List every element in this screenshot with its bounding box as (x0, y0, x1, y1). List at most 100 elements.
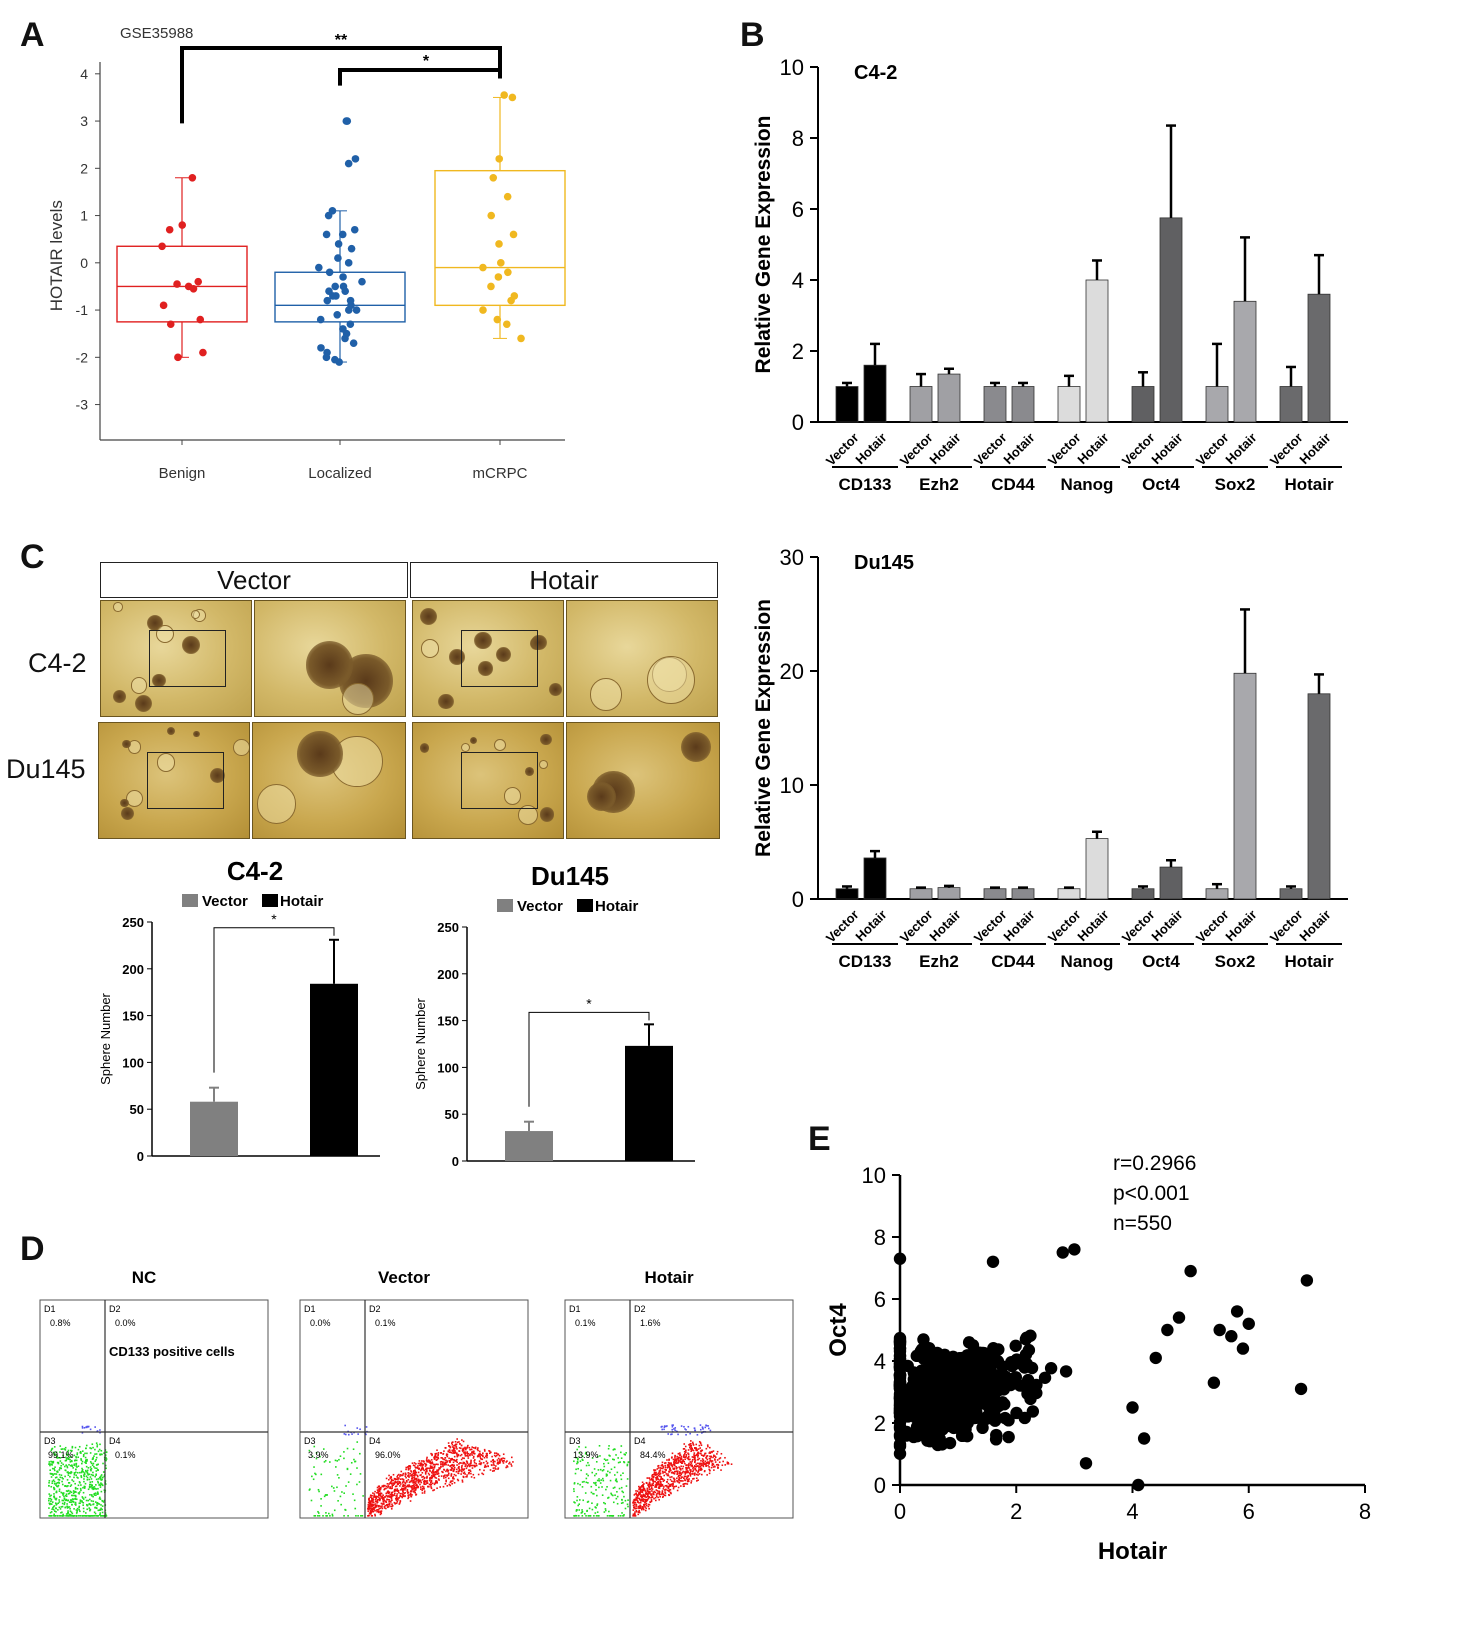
dot-green (53, 1515, 55, 1517)
dot-green (75, 1495, 77, 1498)
dot-red (694, 1454, 697, 1457)
dot-green (89, 1452, 92, 1454)
data-point (489, 173, 498, 182)
dot-red (667, 1487, 670, 1489)
dot-red (433, 1474, 436, 1476)
bar-category-label: Vector (897, 907, 936, 946)
dot-green (92, 1462, 95, 1465)
dot-red (388, 1474, 390, 1477)
dot-red (462, 1448, 465, 1450)
dot-red (368, 1514, 370, 1517)
dot-red (683, 1475, 686, 1478)
dot-red (404, 1495, 406, 1498)
dot-red (465, 1464, 467, 1466)
dot-green (77, 1484, 80, 1487)
dot-red (453, 1446, 455, 1449)
dot-green (329, 1515, 331, 1517)
dot-green (612, 1449, 615, 1451)
dot-red (661, 1470, 664, 1473)
dot-red (677, 1486, 680, 1489)
dot-red (434, 1464, 436, 1466)
dot-green (81, 1470, 83, 1473)
dot-green (353, 1458, 355, 1461)
dot-red (415, 1486, 418, 1489)
dot-green (612, 1458, 614, 1461)
dot-red (480, 1458, 483, 1460)
dot-red (491, 1455, 493, 1458)
dot-red (676, 1479, 678, 1482)
dot-red (680, 1465, 682, 1468)
dot-green (49, 1497, 52, 1500)
dot-red (684, 1475, 687, 1478)
dot-red (421, 1465, 424, 1467)
dot-green (313, 1445, 316, 1448)
dot-green (53, 1505, 56, 1507)
dot-red (668, 1490, 670, 1493)
dot-red (452, 1476, 455, 1478)
dot-green (603, 1465, 606, 1468)
dot-red (371, 1494, 373, 1497)
dot-green (61, 1480, 63, 1483)
dot-red (369, 1509, 372, 1512)
dot-red (464, 1462, 466, 1465)
x-tick-label-e: 6 (1243, 1499, 1255, 1524)
dot-red (508, 1462, 510, 1465)
dot-red (653, 1497, 655, 1500)
dot-green (587, 1482, 589, 1484)
x-tick-label-e: 8 (1359, 1499, 1371, 1524)
dot-green (67, 1453, 70, 1456)
dot-green (66, 1466, 69, 1469)
dot-red (443, 1469, 446, 1471)
dot-blue (89, 1428, 92, 1431)
dot-red (375, 1509, 378, 1511)
dot-red (655, 1486, 658, 1488)
dot-green (339, 1455, 342, 1457)
panel-label-a: A (20, 16, 45, 54)
dot-red (453, 1481, 456, 1484)
dot-red (402, 1485, 405, 1488)
dot-red (460, 1462, 462, 1464)
dot-green (597, 1469, 600, 1471)
dot-red (475, 1462, 477, 1465)
dot-green (57, 1515, 59, 1517)
dot-green (49, 1464, 51, 1467)
dot-red (404, 1482, 407, 1485)
dot-red (376, 1504, 378, 1507)
dot-red (385, 1504, 388, 1506)
dot-green (71, 1460, 73, 1463)
dot-red (668, 1466, 671, 1468)
dot-red (467, 1452, 470, 1455)
dot-green (83, 1487, 86, 1489)
dot-green (325, 1515, 327, 1517)
dot-green (85, 1459, 87, 1461)
dot-red (414, 1486, 417, 1489)
dot-red (441, 1470, 443, 1473)
dot-red (435, 1480, 437, 1483)
dot-green (81, 1450, 84, 1452)
cell-cluster (120, 798, 129, 808)
dot-red (430, 1462, 432, 1465)
dot-green (54, 1453, 57, 1456)
dot-red (395, 1499, 398, 1501)
dot-red (479, 1456, 482, 1458)
bar-hotair (937, 887, 961, 900)
dot-red (677, 1457, 680, 1460)
dot-red (373, 1493, 376, 1495)
dot-green (95, 1453, 98, 1455)
dot-red (691, 1460, 693, 1463)
dot-red (661, 1493, 664, 1495)
dot-green (65, 1485, 67, 1487)
dot-red (430, 1477, 433, 1480)
y-tick-label: 100 (122, 1055, 144, 1070)
flow-dots (573, 1424, 733, 1517)
y-tick-label: 50 (445, 1107, 459, 1122)
dot-red (396, 1488, 398, 1490)
dot-green (591, 1508, 594, 1511)
dot-red (453, 1455, 456, 1458)
dot-green (52, 1505, 55, 1508)
flow-plot-title: Vector (378, 1268, 430, 1287)
dot-red (719, 1457, 722, 1459)
dot-red (437, 1478, 440, 1480)
dot-red (409, 1485, 411, 1488)
dot-green (594, 1482, 596, 1485)
